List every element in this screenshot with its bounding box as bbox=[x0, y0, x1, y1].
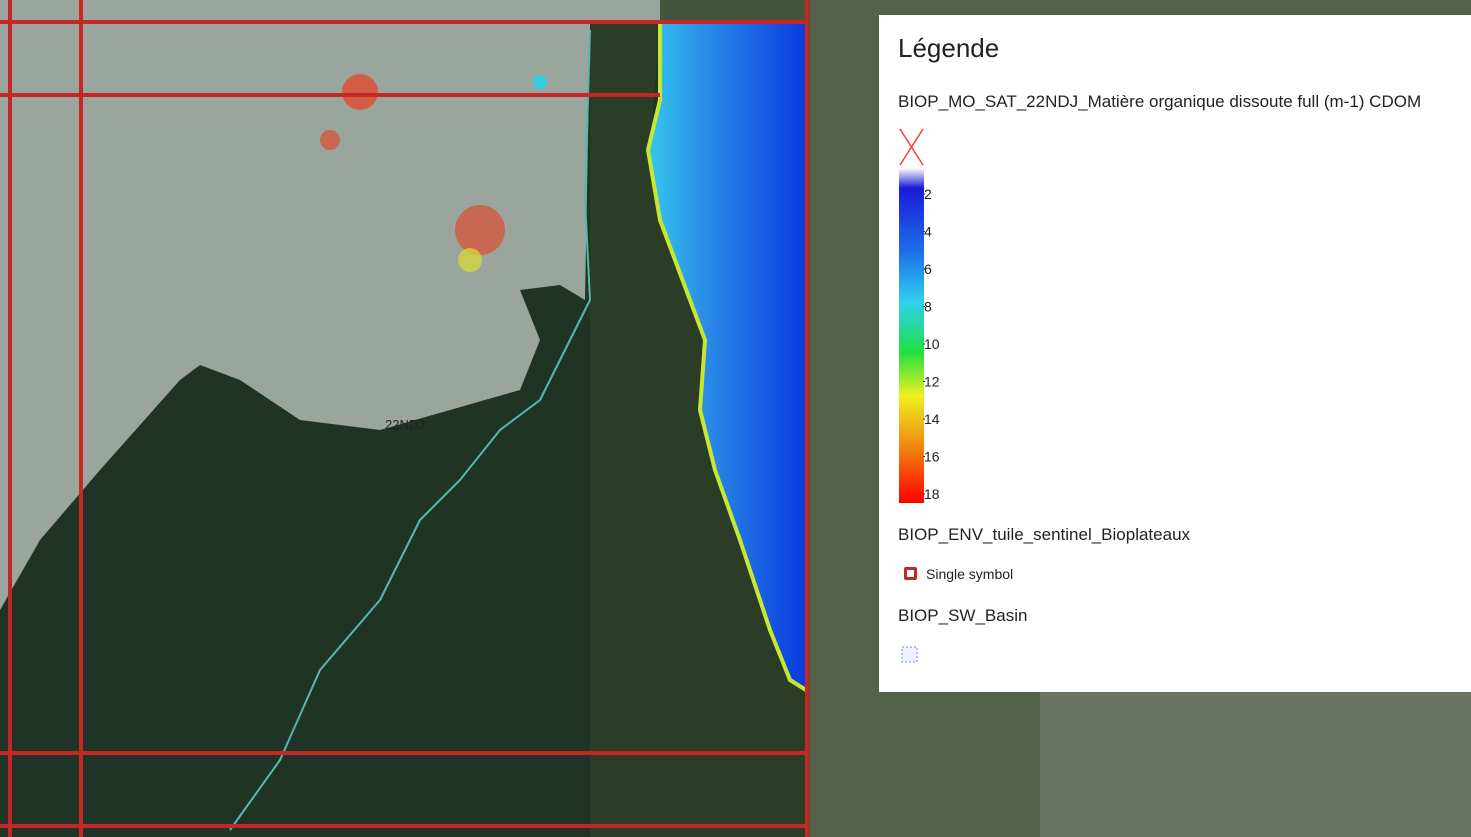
coast-edge bbox=[645, 22, 808, 692]
ramp-tick-label: 16 bbox=[924, 449, 940, 465]
cdom-ocean bbox=[648, 22, 806, 690]
nodata-symbol bbox=[899, 128, 924, 166]
legend-symbols: 2 4 6 8 10 12 14 16 18 bbox=[899, 128, 940, 663]
symbol-label: Single symbol bbox=[926, 566, 1014, 582]
ramp-tick-label: 14 bbox=[924, 411, 940, 427]
ramp-tick-label: 8 bbox=[924, 299, 932, 315]
legend-panel: Légende BIOP_MO_SAT_22NDJ_Matière organi… bbox=[879, 15, 1471, 692]
ramp-tick-label: 18 bbox=[924, 486, 940, 502]
ramp-tick-label: 2 bbox=[924, 186, 932, 202]
tile-label: 22NDJ bbox=[385, 417, 425, 432]
coastal-forest bbox=[590, 22, 805, 837]
basin-symbol bbox=[901, 646, 918, 663]
outer-land-light bbox=[1040, 690, 1471, 837]
tile-grid bbox=[0, 0, 809, 837]
color-ramp bbox=[899, 168, 924, 503]
cdom-patches bbox=[320, 74, 547, 272]
ramp-tick-label: 12 bbox=[924, 374, 940, 390]
forest bbox=[0, 22, 660, 837]
layer-name: BIOP_ENV_tuile_sentinel_Bioplateaux bbox=[898, 525, 1191, 544]
layer-name: BIOP_SW_Basin bbox=[898, 606, 1028, 625]
layer-name: BIOP_MO_SAT_22NDJ_Matière organique diss… bbox=[898, 92, 1422, 111]
legend-title: Légende bbox=[898, 33, 1000, 63]
ramp-tick-label: 4 bbox=[924, 224, 932, 240]
ramp-tick-label: 6 bbox=[924, 261, 932, 277]
tile-symbol-inner bbox=[907, 570, 914, 577]
ramp-tick-label: 10 bbox=[924, 336, 940, 352]
river bbox=[229, 29, 592, 831]
